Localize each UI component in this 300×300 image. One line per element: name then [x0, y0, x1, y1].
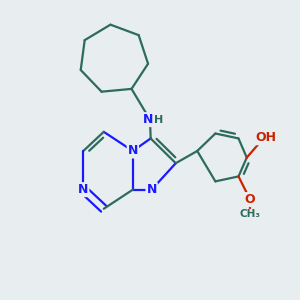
Text: H: H [154, 115, 163, 124]
Text: N: N [146, 183, 157, 196]
Text: N: N [143, 113, 154, 126]
Text: N: N [78, 183, 88, 196]
Text: N: N [128, 145, 138, 158]
Text: O: O [245, 193, 255, 206]
Text: CH₃: CH₃ [240, 209, 261, 219]
Text: OH: OH [256, 131, 277, 144]
